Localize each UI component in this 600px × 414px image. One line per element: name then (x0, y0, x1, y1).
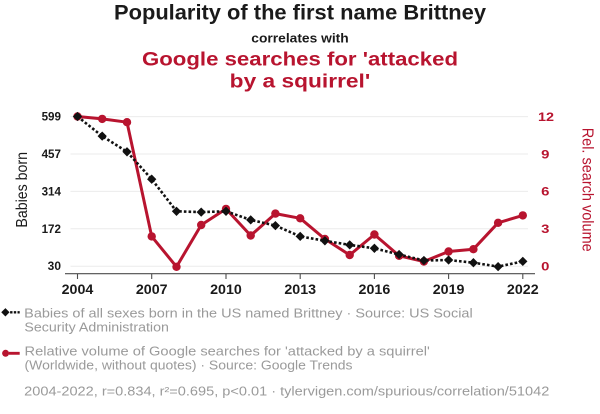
svg-text:12: 12 (538, 112, 554, 124)
svg-text:172: 172 (42, 224, 61, 236)
svg-text:6: 6 (541, 187, 549, 199)
svg-text:2013: 2013 (284, 281, 316, 297)
svg-text:2022: 2022 (507, 281, 539, 297)
svg-text:by a squirrel': by a squirrel' (230, 71, 371, 93)
svg-text:314: 314 (42, 186, 62, 198)
svg-text:Google searches for 'attacked: Google searches for 'attacked (142, 49, 458, 71)
svg-text:(Worldwide, without quotes) ·: (Worldwide, without quotes) · Source: Go… (25, 359, 353, 373)
svg-text:2016: 2016 (359, 281, 391, 297)
svg-text:599: 599 (42, 112, 61, 124)
svg-text:2019: 2019 (433, 281, 465, 297)
svg-text:9: 9 (541, 149, 549, 161)
svg-text:3: 3 (541, 224, 549, 236)
svg-text:Popularity of the first name B: Popularity of the first name Brittney (114, 2, 486, 25)
svg-text:30: 30 (48, 261, 61, 273)
svg-text:2004-2022, r=0.834, r²=0.695,: 2004-2022, r=0.834, r²=0.695, p<0.01 · t… (24, 384, 549, 398)
svg-text:correlates with: correlates with (251, 32, 348, 46)
svg-text:Babies born: Babies born (14, 152, 31, 228)
svg-text:457: 457 (42, 149, 61, 161)
svg-text:Rel. search volume: Rel. search volume (579, 128, 596, 252)
svg-text:0: 0 (541, 262, 549, 274)
svg-text:Relative volume of Google sear: Relative volume of Google searches for '… (25, 345, 430, 359)
svg-text:2007: 2007 (136, 281, 168, 297)
svg-text:2010: 2010 (210, 281, 242, 297)
svg-text:2004: 2004 (62, 281, 94, 297)
svg-text:Security Administration: Security Administration (24, 320, 169, 334)
svg-text:Babies of all sexes born in th: Babies of all sexes born in the US named… (24, 306, 472, 320)
